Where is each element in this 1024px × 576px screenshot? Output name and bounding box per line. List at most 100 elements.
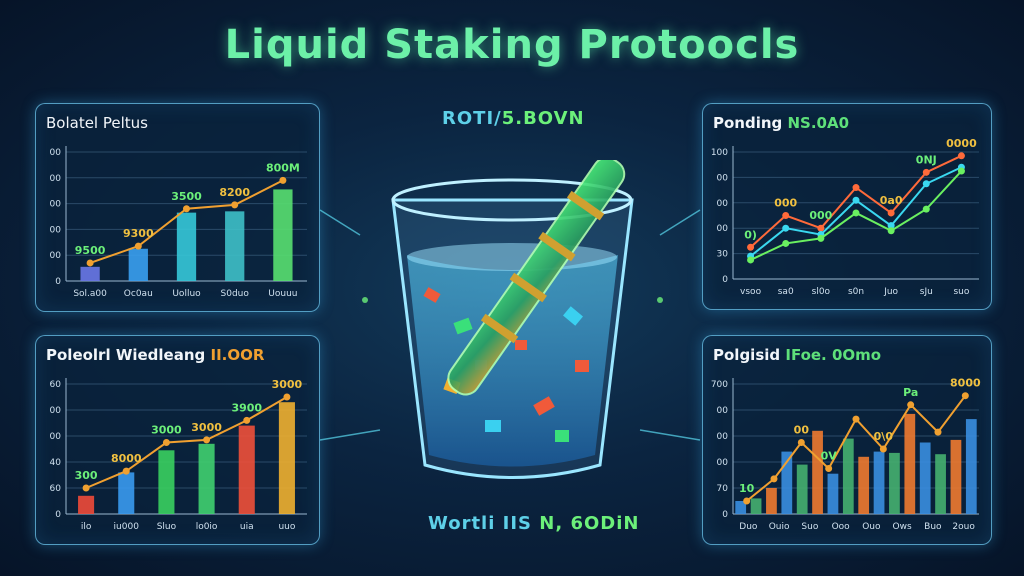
bar bbox=[781, 451, 793, 514]
y-tick-label: 0 bbox=[722, 275, 728, 285]
y-tick-label: 30 bbox=[717, 250, 729, 260]
x-tick-label: Sol.a00 bbox=[73, 289, 107, 299]
data-label: 3900 bbox=[231, 401, 262, 414]
center-top-caption: ROTI/5.BOVN bbox=[442, 108, 585, 129]
data-point bbox=[279, 176, 287, 184]
chart-title-value: NS.0A0 bbox=[787, 114, 850, 132]
chart-title-text: Ponding bbox=[713, 114, 788, 132]
y-tick-label: 00 bbox=[717, 173, 729, 183]
data-point bbox=[852, 209, 860, 217]
data-point bbox=[879, 445, 887, 453]
chart-title-value: II.OOR bbox=[210, 346, 265, 364]
bar bbox=[919, 442, 931, 514]
data-point bbox=[887, 227, 895, 235]
bar bbox=[965, 419, 977, 514]
data-point bbox=[134, 242, 142, 250]
x-tick-label: Uouuu bbox=[268, 289, 297, 299]
x-tick-label: Sluo bbox=[157, 522, 177, 532]
data-label: 8200 bbox=[219, 186, 250, 199]
bar bbox=[80, 266, 100, 281]
y-tick-label: 60 bbox=[50, 380, 62, 390]
caption-text: Wortli IIS bbox=[428, 513, 540, 534]
bar bbox=[935, 454, 946, 514]
data-label: 00 bbox=[794, 424, 810, 437]
chart-title: Ponding NS.0A0 bbox=[713, 114, 849, 132]
x-tick-label: iu000 bbox=[114, 522, 140, 532]
trend-line bbox=[85, 396, 288, 489]
chart-svg: 0 70 00 00 00 700 Duo Ouio Suo Ooo Ouo Ows Buo 2ouo 10… bbox=[711, 377, 981, 532]
data-label: 000 bbox=[809, 209, 832, 222]
data-point bbox=[817, 224, 825, 232]
bar bbox=[889, 452, 900, 514]
bar bbox=[78, 495, 95, 514]
bar bbox=[225, 211, 245, 281]
x-tick-label: Ooo bbox=[832, 522, 851, 532]
data-point bbox=[183, 205, 190, 213]
y-tick-label: 0 bbox=[722, 510, 728, 520]
data-label: 9300 bbox=[123, 227, 154, 240]
glass-of-water-illustration bbox=[391, 160, 634, 479]
caption-value: 5.BOVN bbox=[501, 108, 585, 129]
data-label: 3000 bbox=[272, 378, 303, 391]
data-point bbox=[122, 467, 130, 475]
data-point bbox=[86, 259, 94, 267]
data-point bbox=[743, 497, 751, 505]
chart-title: Poleolrl Wiedleang II.OOR bbox=[46, 346, 264, 364]
data-label: 8000 bbox=[950, 377, 981, 390]
bar bbox=[950, 439, 962, 514]
x-tick-label: Ows bbox=[893, 522, 912, 532]
data-point bbox=[907, 401, 915, 409]
bar bbox=[238, 425, 255, 514]
data-label: 8000 bbox=[111, 452, 142, 465]
data-label: Pa bbox=[903, 386, 918, 399]
x-tick-label: sJu bbox=[920, 287, 933, 297]
x-tick-label: Ouio bbox=[769, 522, 790, 532]
x-tick-label: lo0io bbox=[196, 522, 218, 532]
data-point bbox=[817, 234, 825, 242]
data-point bbox=[922, 205, 930, 213]
y-tick-label: 00 bbox=[717, 458, 729, 468]
x-tick-label: Ouo bbox=[862, 522, 881, 532]
data-point bbox=[887, 209, 895, 217]
data-point bbox=[243, 416, 251, 424]
chart-panel-top-right: Ponding NS.0A0 0 30 00 00 00 100 vsoo sa0 sl0o s0… bbox=[702, 103, 992, 310]
chart-title-text: Polgisid bbox=[713, 346, 786, 364]
data-point bbox=[231, 201, 239, 209]
data-label: 3500 bbox=[171, 190, 202, 203]
y-tick-label: 00 bbox=[717, 224, 729, 234]
chart-panel-bottom-left: Poleolrl Wiedleang II.OOR 0 60 40 00 00 60 ilo… bbox=[35, 335, 320, 545]
y-tick-label: 00 bbox=[717, 432, 729, 442]
data-label: 10 bbox=[739, 482, 755, 495]
x-tick-label: sl0o bbox=[812, 287, 831, 297]
bar bbox=[128, 248, 148, 281]
bar bbox=[796, 464, 808, 514]
x-tick-label: Suo bbox=[801, 522, 818, 532]
data-point bbox=[770, 475, 778, 483]
data-point bbox=[957, 152, 965, 160]
bar bbox=[827, 473, 839, 514]
data-label: 300 bbox=[75, 469, 98, 482]
x-tick-label: Oc0au bbox=[124, 289, 153, 299]
chart-title-text: Poleolrl Wiedleang bbox=[46, 346, 211, 364]
bar bbox=[904, 413, 916, 514]
chart-title-value: IFoe. 0Omo bbox=[785, 346, 882, 364]
data-point bbox=[852, 196, 860, 204]
center-bottom-caption: Wortli IIS N, 6ODiN bbox=[428, 513, 639, 534]
data-label: 3000 bbox=[151, 424, 182, 437]
x-tick-label: vsoo bbox=[740, 287, 762, 297]
data-point bbox=[747, 256, 755, 264]
data-point bbox=[922, 168, 930, 176]
y-tick-label: 700 bbox=[711, 380, 728, 390]
bar bbox=[766, 488, 777, 514]
data-label: 0V bbox=[821, 450, 838, 463]
chart-title: Bolatel Peltus bbox=[46, 114, 148, 132]
data-label: 000 bbox=[774, 197, 797, 210]
data-point bbox=[934, 428, 942, 436]
data-label: 800M bbox=[266, 161, 300, 174]
y-tick-label: 00 bbox=[50, 148, 62, 158]
y-tick-label: 40 bbox=[50, 458, 62, 468]
data-point bbox=[852, 415, 860, 423]
page-title: Liquid Staking Protoocls bbox=[224, 22, 800, 68]
